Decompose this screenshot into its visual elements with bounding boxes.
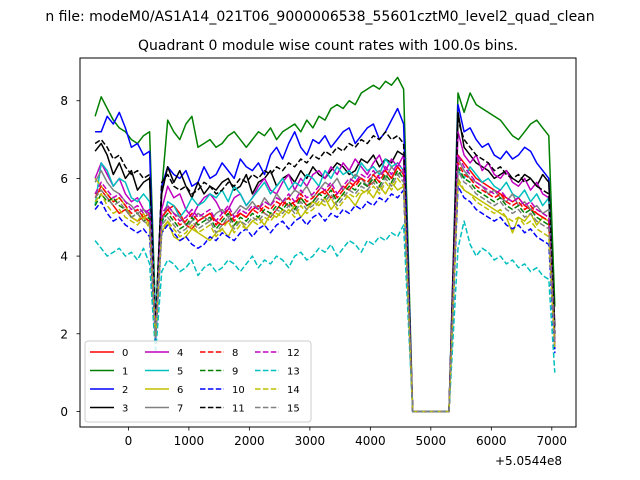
x-tick-label: 1000 xyxy=(174,434,205,448)
y-tick-label: 8 xyxy=(60,94,68,108)
series-line-8 xyxy=(94,162,556,413)
series-line-12 xyxy=(94,154,556,413)
plot-area xyxy=(94,76,556,413)
x-tick-label: 0 xyxy=(125,434,133,448)
legend-label-4: 4 xyxy=(177,348,183,359)
axes-frame xyxy=(79,57,577,428)
legend-label-13: 13 xyxy=(287,367,300,378)
legend-label-0: 0 xyxy=(122,348,128,359)
legend-label-9: 9 xyxy=(232,367,238,378)
y-tick-label: 4 xyxy=(60,250,68,264)
legend-label-3: 3 xyxy=(122,404,128,415)
series-line-1 xyxy=(94,76,556,413)
y-axis: 0 2 4 6 8 xyxy=(60,94,80,419)
legend-label-11: 11 xyxy=(232,404,245,415)
y-tick-label: 6 xyxy=(60,172,68,186)
figure-suptitle: n file: modeM0/AS1A14_021T06_9000006538_… xyxy=(45,9,594,25)
legend-box xyxy=(84,340,312,423)
x-tick-label: 2000 xyxy=(234,434,265,448)
legend-label-10: 10 xyxy=(232,385,245,396)
series-line-3 xyxy=(94,111,556,413)
series-line-10 xyxy=(94,185,556,413)
legend-label-2: 2 xyxy=(122,385,128,396)
legend-label-15: 15 xyxy=(287,404,300,415)
x-axis-offset-label: +5.0544e8 xyxy=(495,454,562,468)
legend-label-5: 5 xyxy=(177,367,183,378)
x-tick-label: 4000 xyxy=(355,434,386,448)
series-line-14 xyxy=(94,177,556,413)
y-tick-label: 2 xyxy=(60,327,68,341)
legend-label-12: 12 xyxy=(287,348,300,359)
series-line-9 xyxy=(94,166,556,413)
x-tick-label: 6000 xyxy=(476,434,507,448)
legend-label-1: 1 xyxy=(122,367,128,378)
series-line-15 xyxy=(94,169,556,413)
series-line-11 xyxy=(94,119,556,413)
series-line-13 xyxy=(94,220,556,413)
x-axis: 0 1000 2000 3000 4000 5000 6000 7000 xyxy=(125,427,568,448)
x-tick-label: 5000 xyxy=(416,434,447,448)
y-tick-label: 0 xyxy=(60,405,68,419)
legend-label-8: 8 xyxy=(232,348,238,359)
legend-label-14: 14 xyxy=(287,385,300,396)
series-line-4 xyxy=(94,131,556,413)
series-line-5 xyxy=(94,158,556,413)
x-tick-label: 3000 xyxy=(295,434,326,448)
x-tick-label: 7000 xyxy=(537,434,568,448)
legend-label-6: 6 xyxy=(177,385,183,396)
chart-title: Quadrant 0 module wise count rates with … xyxy=(138,38,518,54)
legend-label-7: 7 xyxy=(177,404,183,415)
